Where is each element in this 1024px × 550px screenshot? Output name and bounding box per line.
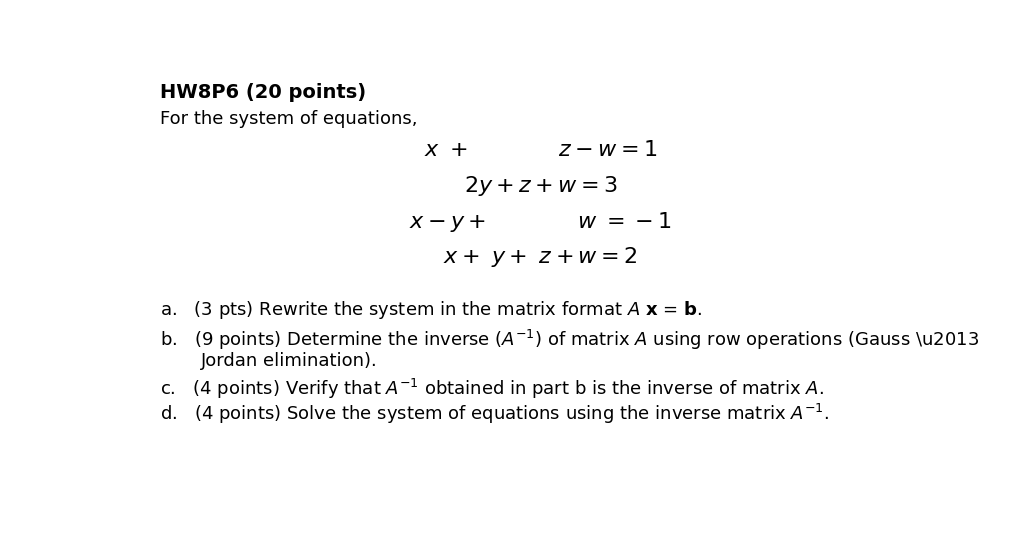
Text: For the system of equations,: For the system of equations, <box>160 111 417 129</box>
Text: HW8P6 (20 points): HW8P6 (20 points) <box>160 83 366 102</box>
Text: b.   (9 points) Determine the inverse ($A^{-1}$) of matrix $A$ using row operati: b. (9 points) Determine the inverse ($A^… <box>160 328 979 352</box>
Text: a.   (3 pts) Rewrite the system in the matrix format $A$ $\mathbf{x}$ = $\mathbf: a. (3 pts) Rewrite the system in the mat… <box>160 299 701 321</box>
Text: d.   (4 points) Solve the system of equations using the inverse matrix $A^{-1}$.: d. (4 points) Solve the system of equati… <box>160 402 828 426</box>
Text: $x - y +\qquad\qquad w\ = -1$: $x - y +\qquad\qquad w\ = -1$ <box>410 210 672 234</box>
Text: $x\ +\qquad\qquad z - w = 1$: $x\ +\qquad\qquad z - w = 1$ <box>424 140 657 160</box>
Text: $x +\ y +\ z + w = 2$: $x +\ y +\ z + w = 2$ <box>443 245 638 269</box>
Text: $2y + z + w = 3$: $2y + z + w = 3$ <box>464 174 617 198</box>
Text: Jordan elimination).: Jordan elimination). <box>201 353 378 370</box>
Text: c.   (4 points) Verify that $A^{-1}$ obtained in part b is the inverse of matrix: c. (4 points) Verify that $A^{-1}$ obtai… <box>160 377 823 401</box>
